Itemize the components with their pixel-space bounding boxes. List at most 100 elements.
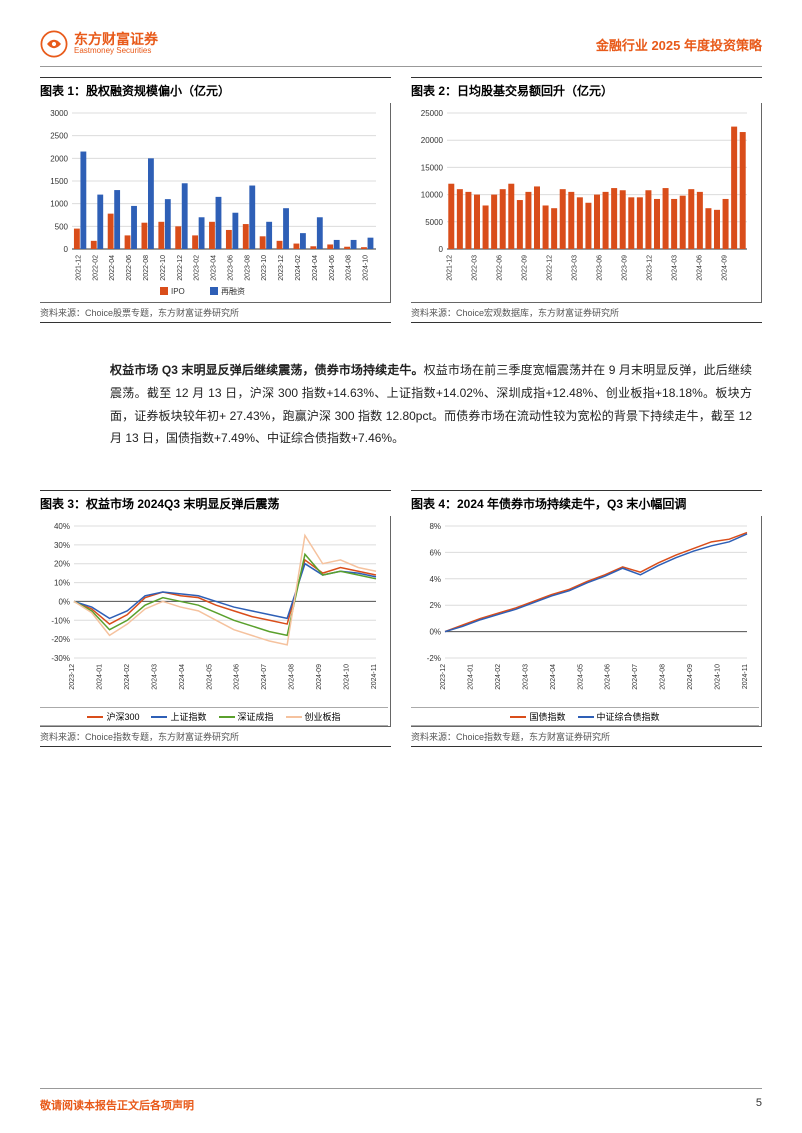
svg-text:2024-06: 2024-06 bbox=[329, 255, 336, 281]
svg-text:2024-09: 2024-09 bbox=[721, 255, 728, 281]
svg-text:2024-04: 2024-04 bbox=[312, 255, 319, 281]
svg-text:2022-06: 2022-06 bbox=[496, 255, 503, 281]
chart4-title: 图表 4：2024 年债券市场持续走牛，Q3 末小幅回调 bbox=[411, 490, 762, 516]
svg-text:-2%: -2% bbox=[427, 654, 441, 663]
svg-text:2024-07: 2024-07 bbox=[261, 664, 268, 690]
svg-text:2024-06: 2024-06 bbox=[234, 664, 241, 690]
chart4-source: 资料来源：Choice指数专题，东方财富证券研究所 bbox=[411, 726, 762, 747]
svg-text:2024-01: 2024-01 bbox=[96, 664, 103, 690]
svg-text:1500: 1500 bbox=[50, 177, 68, 186]
svg-text:2500: 2500 bbox=[50, 132, 68, 141]
svg-text:2024-05: 2024-05 bbox=[577, 664, 584, 690]
chart1-col: 图表 1：股权融资规模偏小（亿元） 0500100015002000250030… bbox=[40, 77, 391, 323]
svg-text:再融资: 再融资 bbox=[221, 286, 245, 296]
svg-text:2023-09: 2023-09 bbox=[621, 255, 628, 281]
chart1-source: 资料来源：Choice股票专题，东方财富证券研究所 bbox=[40, 302, 391, 323]
svg-text:2022-08: 2022-08 bbox=[143, 255, 150, 281]
chart4-legend: 国债指数中证综合债指数 bbox=[411, 707, 759, 726]
svg-text:2024-09: 2024-09 bbox=[316, 664, 323, 690]
svg-text:2%: 2% bbox=[429, 601, 441, 610]
svg-text:20000: 20000 bbox=[421, 136, 444, 145]
svg-text:2024-02: 2024-02 bbox=[495, 664, 502, 690]
svg-text:3000: 3000 bbox=[50, 109, 68, 118]
svg-text:2023-12: 2023-12 bbox=[69, 664, 76, 690]
svg-text:2024-03: 2024-03 bbox=[151, 664, 158, 690]
svg-text:2022-06: 2022-06 bbox=[126, 255, 133, 281]
chart2-source: 资料来源：Choice宏观数据库，东方财富证券研究所 bbox=[411, 302, 762, 323]
svg-text:10000: 10000 bbox=[421, 191, 444, 200]
svg-text:2000: 2000 bbox=[50, 154, 68, 163]
svg-text:2024-10: 2024-10 bbox=[715, 664, 722, 690]
svg-text:2023-04: 2023-04 bbox=[211, 255, 218, 281]
chart3-title: 图表 3：权益市场 2024Q3 末明显反弹后震荡 bbox=[40, 490, 391, 516]
svg-text:2024-08: 2024-08 bbox=[660, 664, 667, 690]
svg-text:0: 0 bbox=[439, 245, 444, 254]
svg-text:2024-03: 2024-03 bbox=[671, 255, 678, 281]
chart2-col: 图表 2：日均股基交易额回升（亿元） 050001000015000200002… bbox=[411, 77, 762, 323]
svg-text:2023-12: 2023-12 bbox=[646, 255, 653, 281]
svg-text:40%: 40% bbox=[54, 522, 70, 531]
svg-text:0: 0 bbox=[64, 245, 69, 254]
svg-text:2023-08: 2023-08 bbox=[244, 255, 251, 281]
svg-text:2023-02: 2023-02 bbox=[194, 255, 201, 281]
svg-text:2023-06: 2023-06 bbox=[227, 255, 234, 281]
chart2-svg: 05000100001500020000250002021-122022-032… bbox=[411, 107, 751, 297]
logo-text-cn: 东方财富证券 bbox=[74, 32, 158, 47]
svg-text:2022-03: 2022-03 bbox=[471, 255, 478, 281]
svg-text:2022-12: 2022-12 bbox=[177, 255, 184, 281]
chart2-title: 图表 2：日均股基交易额回升（亿元） bbox=[411, 77, 762, 103]
logo: 东方财富证券 Eastmoney Securities bbox=[40, 30, 158, 58]
logo-icon bbox=[40, 30, 68, 58]
svg-text:2024-06: 2024-06 bbox=[696, 255, 703, 281]
svg-text:2021-12: 2021-12 bbox=[446, 255, 453, 281]
svg-text:2022-09: 2022-09 bbox=[521, 255, 528, 281]
svg-text:-10%: -10% bbox=[51, 616, 70, 625]
svg-text:2024-11: 2024-11 bbox=[742, 664, 749, 689]
svg-text:6%: 6% bbox=[429, 549, 441, 558]
svg-text:2024-07: 2024-07 bbox=[632, 664, 639, 690]
svg-text:2022-10: 2022-10 bbox=[160, 255, 167, 281]
svg-text:0%: 0% bbox=[58, 598, 70, 607]
header-title: 金融行业 2025 年度投资策略 bbox=[596, 35, 762, 54]
svg-text:2022-04: 2022-04 bbox=[109, 255, 116, 281]
svg-text:10%: 10% bbox=[54, 579, 70, 588]
svg-text:2024-11: 2024-11 bbox=[371, 664, 378, 689]
svg-text:2024-02: 2024-02 bbox=[124, 664, 131, 690]
svg-text:1000: 1000 bbox=[50, 200, 68, 209]
chart3-source: 资料来源：Choice指数专题，东方财富证券研究所 bbox=[40, 726, 391, 747]
charts-row-2: 图表 3：权益市场 2024Q3 末明显反弹后震荡 -30% -20% -10% 0%… bbox=[40, 490, 762, 747]
charts-row-1: 图表 1：股权融资规模偏小（亿元） 0500100015002000250030… bbox=[40, 77, 762, 323]
svg-text:-30%: -30% bbox=[51, 654, 70, 663]
svg-text:2023-12: 2023-12 bbox=[278, 255, 285, 281]
chart3-col: 图表 3：权益市场 2024Q3 末明显反弹后震荡 -30% -20% -10% 0%… bbox=[40, 490, 391, 747]
svg-text:30%: 30% bbox=[54, 541, 70, 550]
chart1-title: 图表 1：股权融资规模偏小（亿元） bbox=[40, 77, 391, 103]
svg-text:-20%: -20% bbox=[51, 635, 70, 644]
chart1-svg: 0500100015002000250030002021-122022-0220… bbox=[40, 107, 380, 297]
svg-text:2024-04: 2024-04 bbox=[179, 664, 186, 690]
svg-text:8%: 8% bbox=[429, 522, 441, 531]
logo-text-en: Eastmoney Securities bbox=[74, 47, 158, 56]
svg-text:20%: 20% bbox=[54, 560, 70, 569]
svg-text:2024-10: 2024-10 bbox=[344, 664, 351, 690]
svg-text:2024-02: 2024-02 bbox=[295, 255, 302, 281]
svg-text:0%: 0% bbox=[429, 628, 441, 637]
svg-text:15000: 15000 bbox=[421, 163, 444, 172]
svg-text:2022-02: 2022-02 bbox=[92, 255, 99, 281]
body-paragraph: 权益市场 Q3 末明显反弹后继续震荡，债券市场持续走牛。权益市场在前三季度宽幅震… bbox=[40, 329, 762, 490]
chart4-col: 图表 4：2024 年债券市场持续走牛，Q3 末小幅回调 -2% 0% 2% 4% 6%… bbox=[411, 490, 762, 747]
svg-text:4%: 4% bbox=[429, 575, 441, 584]
svg-text:2024-03: 2024-03 bbox=[522, 664, 529, 690]
svg-text:2024-10: 2024-10 bbox=[363, 255, 370, 281]
footer-page-number: 5 bbox=[756, 1097, 762, 1113]
svg-text:25000: 25000 bbox=[421, 109, 444, 118]
footer-disclaimer: 敬请阅读本报告正文后各项声明 bbox=[40, 1097, 194, 1113]
body-bold: 权益市场 Q3 末明显反弹后继续震荡，债券市场持续走牛。 bbox=[110, 363, 424, 377]
svg-text:2024-08: 2024-08 bbox=[346, 255, 353, 281]
svg-text:2023-06: 2023-06 bbox=[596, 255, 603, 281]
chart3-svg: -30% -20% -10% 0% 10% 20% 30% 40% 2023-12 2024-01… bbox=[40, 520, 380, 700]
svg-text:2024-08: 2024-08 bbox=[289, 664, 296, 690]
svg-text:2022-12: 2022-12 bbox=[546, 255, 553, 281]
svg-text:2024-06: 2024-06 bbox=[605, 664, 612, 690]
svg-text:2024-01: 2024-01 bbox=[467, 664, 474, 690]
